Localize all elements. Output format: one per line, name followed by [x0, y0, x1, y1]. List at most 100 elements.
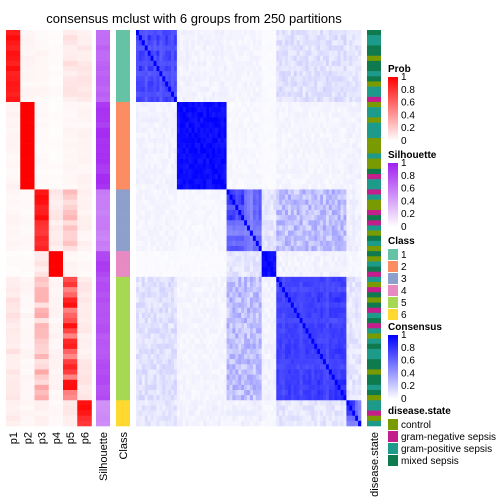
consensus-cell — [340, 40, 344, 46]
consensus-cell — [162, 91, 166, 98]
consensus-cell — [147, 276, 151, 283]
consensus-cell — [226, 163, 230, 170]
consensus-cell — [285, 76, 289, 82]
consensus-cell — [293, 107, 298, 113]
consensus-cell — [355, 312, 359, 319]
consensus-cell — [328, 122, 333, 129]
consensus-cell — [355, 96, 359, 103]
consensus-cell — [241, 220, 245, 226]
consensus-cell — [247, 261, 251, 267]
consensus-cell — [144, 55, 148, 62]
consensus-cell — [179, 158, 184, 165]
consensus-cell — [305, 297, 309, 303]
consensus-cell — [159, 302, 163, 309]
silhouette-cell — [96, 215, 110, 221]
consensus-cell — [229, 86, 233, 93]
consensus-cell — [214, 225, 219, 231]
consensus-cell — [358, 40, 362, 46]
consensus-cell — [159, 127, 163, 134]
consensus-cell — [220, 179, 224, 185]
consensus-cell — [188, 30, 192, 36]
prob-cell — [20, 338, 35, 345]
consensus-cell — [150, 81, 154, 87]
consensus-cell — [197, 55, 201, 62]
consensus-cell — [296, 143, 300, 149]
prob-cell — [6, 215, 21, 221]
prob-cell — [48, 40, 64, 46]
consensus-cell — [188, 35, 192, 41]
prob-cell — [63, 50, 78, 57]
consensus-cell — [182, 199, 186, 206]
consensus-cell — [238, 35, 242, 41]
consensus-cell — [165, 117, 169, 123]
consensus-cell — [159, 235, 163, 242]
consensus-cell — [203, 318, 207, 324]
prob-cell — [34, 66, 50, 72]
consensus-cell — [153, 174, 157, 180]
consensus-cell — [168, 292, 172, 298]
consensus-cell — [252, 127, 257, 134]
consensus-cell — [238, 246, 242, 252]
consensus-cell — [197, 220, 201, 226]
consensus-cell — [328, 168, 333, 175]
consensus-cell — [325, 276, 330, 283]
consensus-cell — [211, 246, 216, 252]
consensus-cell — [261, 210, 265, 216]
consensus-cell — [162, 71, 166, 77]
consensus-cell — [141, 132, 146, 139]
prob-cell — [34, 122, 50, 129]
consensus-cell — [267, 318, 271, 324]
consensus-cell — [141, 76, 146, 82]
consensus-cell — [261, 189, 265, 195]
silhouette-cell — [96, 91, 110, 98]
consensus-cell — [249, 225, 254, 231]
consensus-cell — [346, 210, 350, 216]
consensus-cell — [144, 225, 148, 231]
consensus-cell — [141, 246, 146, 252]
prob-cell — [34, 390, 50, 396]
consensus-cell — [147, 86, 151, 93]
consensus-cell — [276, 30, 280, 36]
consensus-cell — [252, 168, 257, 175]
consensus-cell — [299, 81, 303, 87]
consensus-cell — [159, 107, 163, 113]
consensus-cell — [226, 210, 230, 216]
consensus-cell — [217, 302, 222, 309]
consensus-cell — [293, 297, 298, 303]
consensus-cell — [325, 318, 330, 324]
consensus-cell — [328, 158, 333, 165]
consensus-cell — [179, 256, 184, 262]
consensus-cell — [162, 50, 166, 57]
consensus-cell — [217, 235, 222, 242]
consensus-cell — [214, 251, 219, 257]
consensus-cell — [197, 240, 201, 247]
consensus-cell — [211, 318, 216, 324]
silhouette-cell — [96, 266, 110, 273]
consensus-cell — [282, 204, 286, 211]
consensus-cell — [349, 127, 353, 134]
consensus-cell — [293, 282, 298, 288]
consensus-cell — [171, 132, 175, 139]
consensus-cell — [247, 132, 251, 139]
consensus-cell — [247, 91, 251, 98]
consensus-cell — [358, 230, 362, 237]
consensus-cell — [282, 312, 286, 319]
consensus-cell — [168, 199, 172, 206]
consensus-cell — [276, 307, 280, 314]
consensus-cell — [320, 45, 324, 51]
consensus-cell — [302, 215, 306, 221]
consensus-cell — [285, 266, 289, 273]
consensus-cell — [156, 256, 160, 262]
consensus-cell — [252, 71, 257, 77]
consensus-cell — [346, 276, 350, 283]
consensus-cell — [343, 143, 347, 149]
consensus-cell — [136, 282, 140, 288]
prob-cell — [34, 415, 50, 422]
consensus-cell — [238, 143, 242, 149]
consensus-cell — [188, 256, 192, 262]
consensus-cell — [156, 55, 160, 62]
consensus-cell — [136, 71, 140, 77]
prob-cell — [77, 132, 92, 139]
prob-cell — [77, 364, 92, 370]
consensus-cell — [343, 199, 347, 206]
